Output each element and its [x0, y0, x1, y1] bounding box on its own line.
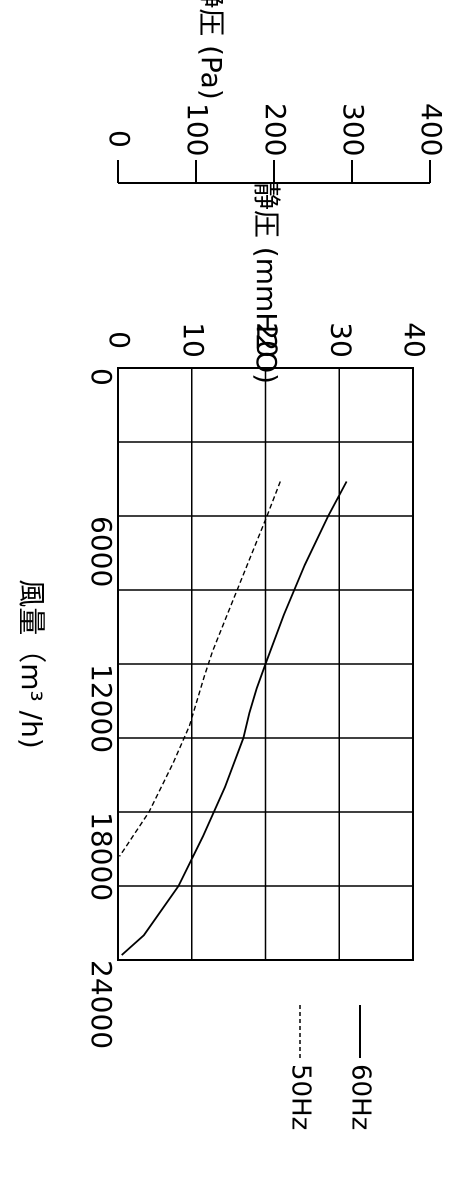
- pa-scale: 0 100 200 300 400 静圧 (Pa): [103, 0, 448, 184]
- y-tick-label: 40: [398, 322, 431, 358]
- x-tick-label: 24000: [85, 960, 118, 1049]
- pa-tick-label: 300: [337, 103, 370, 156]
- series-60hz-curve: [121, 481, 348, 956]
- plot-frame: [117, 367, 414, 961]
- y-tick-label: 20: [251, 322, 284, 358]
- pa-tick-label: 400: [415, 103, 448, 156]
- grid: [118, 368, 413, 960]
- x-tick-label: 0: [85, 368, 118, 386]
- y-ticks: 0 10 20 30 40: [103, 322, 431, 358]
- x-tick-label: 18000: [85, 812, 118, 901]
- series-group: [118, 481, 348, 956]
- y-tick-label: 30: [324, 322, 357, 358]
- legend-50hz-label: 50Hz: [286, 1064, 316, 1130]
- pa-ticks: 0 100 200 300 400: [103, 103, 448, 183]
- pa-tick-label: 100: [181, 103, 214, 156]
- legend: 60Hz 50Hz: [286, 1005, 376, 1130]
- legend-60hz-label: 60Hz: [346, 1064, 376, 1130]
- y-axis-label: 静圧 (mmH2O): [250, 182, 283, 384]
- pa-tick-label: 200: [259, 103, 292, 156]
- x-tick-label: 6000: [85, 516, 118, 587]
- plot-area: [117, 367, 414, 961]
- x-tick-label: 12000: [85, 664, 118, 753]
- pa-tick-label: 0: [103, 130, 136, 148]
- x-ticks: 0 6000 12000 18000 24000: [85, 368, 118, 1049]
- y-tick-label: 0: [103, 331, 136, 349]
- y-tick-label: 10: [177, 322, 210, 358]
- x-axis-label: 風量（m³ /h): [15, 579, 48, 749]
- series-50hz-curve: [118, 481, 281, 857]
- pa-axis-label: 静圧 (Pa): [195, 0, 228, 100]
